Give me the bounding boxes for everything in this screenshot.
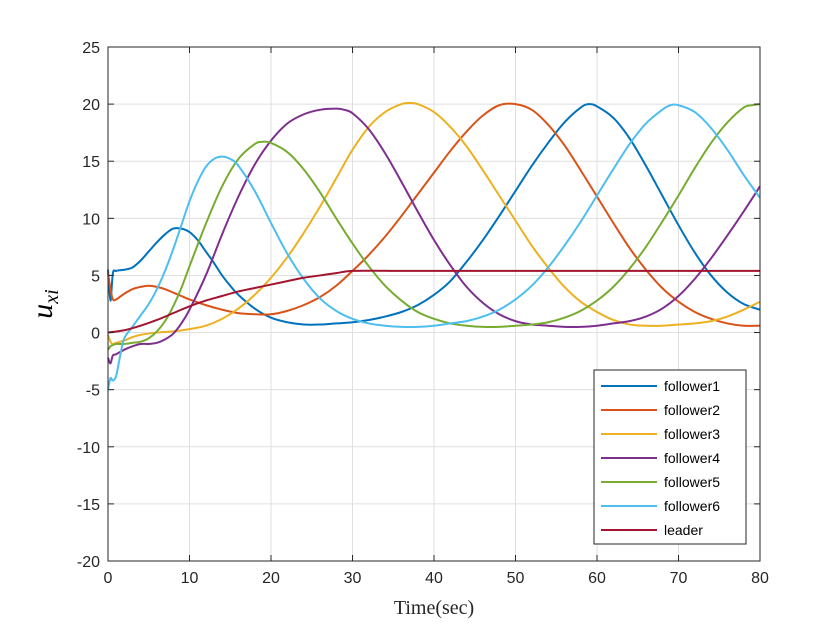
y-tick-label: -20 [77,554,100,571]
legend-label-follower4: follower4 [664,450,720,466]
y-axis-label-base: u [26,304,59,319]
svg-text:uxi: uxi [26,289,63,318]
x-tick-labels: 0 10 20 30 40 50 60 70 80 [104,570,769,587]
legend-label-leader: leader [664,522,703,538]
x-tick-label: 50 [507,570,525,587]
y-tick-label: 0 [91,326,100,343]
y-tick-label: -5 [86,383,100,400]
series-line-follower3 [107,101,761,346]
series-line-follower6 [107,103,761,390]
x-tick-label: 60 [588,570,606,587]
x-tick-label: 30 [344,570,362,587]
legend-label-follower1: follower1 [664,378,720,394]
x-axis-label: Time(sec) [394,597,474,619]
y-tick-label: 10 [82,211,100,228]
x-tick-label: 70 [670,570,688,587]
y-tick-label: -10 [77,440,100,457]
legend-label-follower3: follower3 [664,426,720,442]
x-tick-label: 80 [751,570,769,587]
legend-label-follower6: follower6 [664,498,720,514]
series-line-follower4 [107,107,761,365]
series-line-leader [107,269,760,334]
y-tick-labels: -20 -15 -10 -5 0 5 10 15 20 25 [77,40,100,571]
series-line-follower5 [107,103,761,351]
legend-label-follower2: follower2 [664,402,720,418]
x-tick-label: 20 [262,570,280,587]
x-tick-label: 0 [104,570,113,587]
series-line-follower2 [107,102,761,327]
y-axis-label-subscript: xi [41,289,63,304]
y-tick-label: -15 [77,497,100,514]
axis-ticks [107,46,761,562]
y-tick-label: 20 [82,97,100,114]
y-tick-label: 5 [91,268,100,285]
y-axis-label: uxi [26,289,63,318]
series-lines [107,101,761,390]
x-tick-label: 40 [425,570,443,587]
legend-label-follower5: follower5 [664,474,720,490]
y-tick-label: 25 [82,40,100,57]
x-tick-label: 10 [181,570,199,587]
legend: follower1 follower2 follower3 follower4 foll… [593,369,747,545]
y-tick-label: 15 [82,154,100,171]
